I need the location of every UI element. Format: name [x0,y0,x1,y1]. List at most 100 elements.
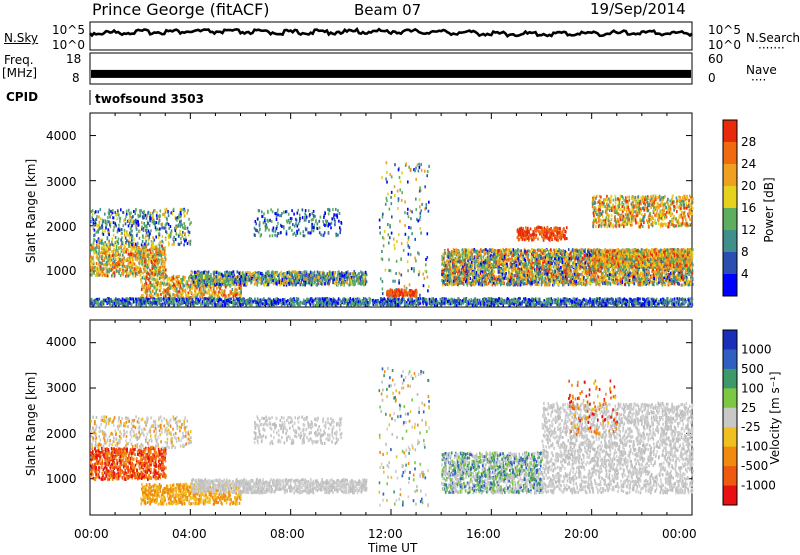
power-scatter [415,259,417,262]
power-scatter [331,222,333,225]
power-scatter [360,281,362,284]
power-scatter [273,227,275,230]
power-scatter [396,240,398,243]
power-scatter [194,271,196,274]
power-scatter [152,267,154,270]
power-scatter [232,273,234,276]
power-scatter [299,214,301,217]
power-scatter [417,164,419,167]
power-scatter [427,232,429,235]
power-scatter [408,236,410,239]
power-scatter [151,260,153,263]
power-scatter [188,279,190,282]
power-scatter [151,272,153,275]
power-scatter [362,281,364,284]
power-scatter [117,261,119,264]
power-scatter [424,185,426,188]
power-scatter [159,227,161,230]
power-scatter [108,248,110,251]
power-scatter [303,278,305,281]
power-scatter [141,247,143,250]
power-scatter [324,278,326,281]
power-scatter [142,276,144,279]
power-scatter [233,295,235,298]
power-scatter [217,282,219,285]
power-scatter [232,288,234,291]
power-scatter [104,213,106,216]
power-scatter [150,217,152,220]
power-scatter [346,274,348,277]
power-scatter [308,209,310,212]
power-scatter [308,281,310,284]
power-scatter [245,278,247,281]
power-scatter [331,277,333,280]
power-scatter [269,234,271,237]
power-scatter [161,257,163,260]
power-scatter [204,279,206,282]
power-scatter [113,229,115,232]
power-scatter [105,266,107,269]
power-scatter [426,174,428,177]
power-scatter [401,288,403,291]
power-scatter [173,289,175,292]
power-scatter [296,275,298,278]
power-scatter [317,227,319,230]
power-scatter [385,178,387,181]
power-scatter [324,224,326,227]
power-scatter [394,244,396,247]
power-scatter [168,287,170,290]
power-scatter [150,281,152,284]
power-scatter [137,273,139,276]
power-scatter [267,283,269,286]
power-scatter [148,272,150,275]
power-scatter [184,290,186,293]
power-scatter [203,293,205,296]
power-scatter [331,217,333,220]
power-scatter [285,210,287,213]
power-scatter [364,279,366,282]
power-scatter [294,283,296,286]
power-scatter [230,290,232,293]
power-scatter [141,243,143,246]
power-scatter [157,281,159,284]
power-scatter [419,205,421,208]
power-scatter [274,234,276,237]
power-scatter [107,220,109,223]
power-scatter [160,210,162,213]
power-scatter [316,284,318,287]
power-scatter [408,215,410,218]
velocity-colorbar-segment [723,466,737,486]
power-scatter [100,227,102,230]
power-scatter [410,217,412,220]
power-scatter [389,226,391,229]
power-scatter [159,214,161,217]
power-scatter [261,276,263,279]
power-scatter [239,294,241,297]
power-scatter [148,261,150,264]
power-scatter [115,223,117,226]
power-scatter [311,223,313,226]
power-scatter [259,281,261,284]
power-scatter [136,250,138,253]
power-scatter [182,278,184,281]
power-scatter [379,232,381,235]
power-scatter [175,229,177,232]
power-scatter [143,265,145,268]
power-scatter [94,248,96,251]
power-scatter [276,273,278,276]
power-scatter [404,200,406,203]
power-scatter [407,241,409,244]
power-scatter [115,236,117,239]
power-scatter [113,234,115,237]
power-scatter [381,250,383,253]
power-scatter [404,211,406,214]
power-scatter [428,165,430,168]
power-scatter [116,213,118,216]
power-scatter [396,290,398,293]
power-scatter [170,235,172,238]
power-scatter [205,272,207,275]
power-scatter [123,256,125,259]
power-scatter [420,215,422,218]
power-scatter [235,284,237,287]
power-scatter [137,220,139,223]
